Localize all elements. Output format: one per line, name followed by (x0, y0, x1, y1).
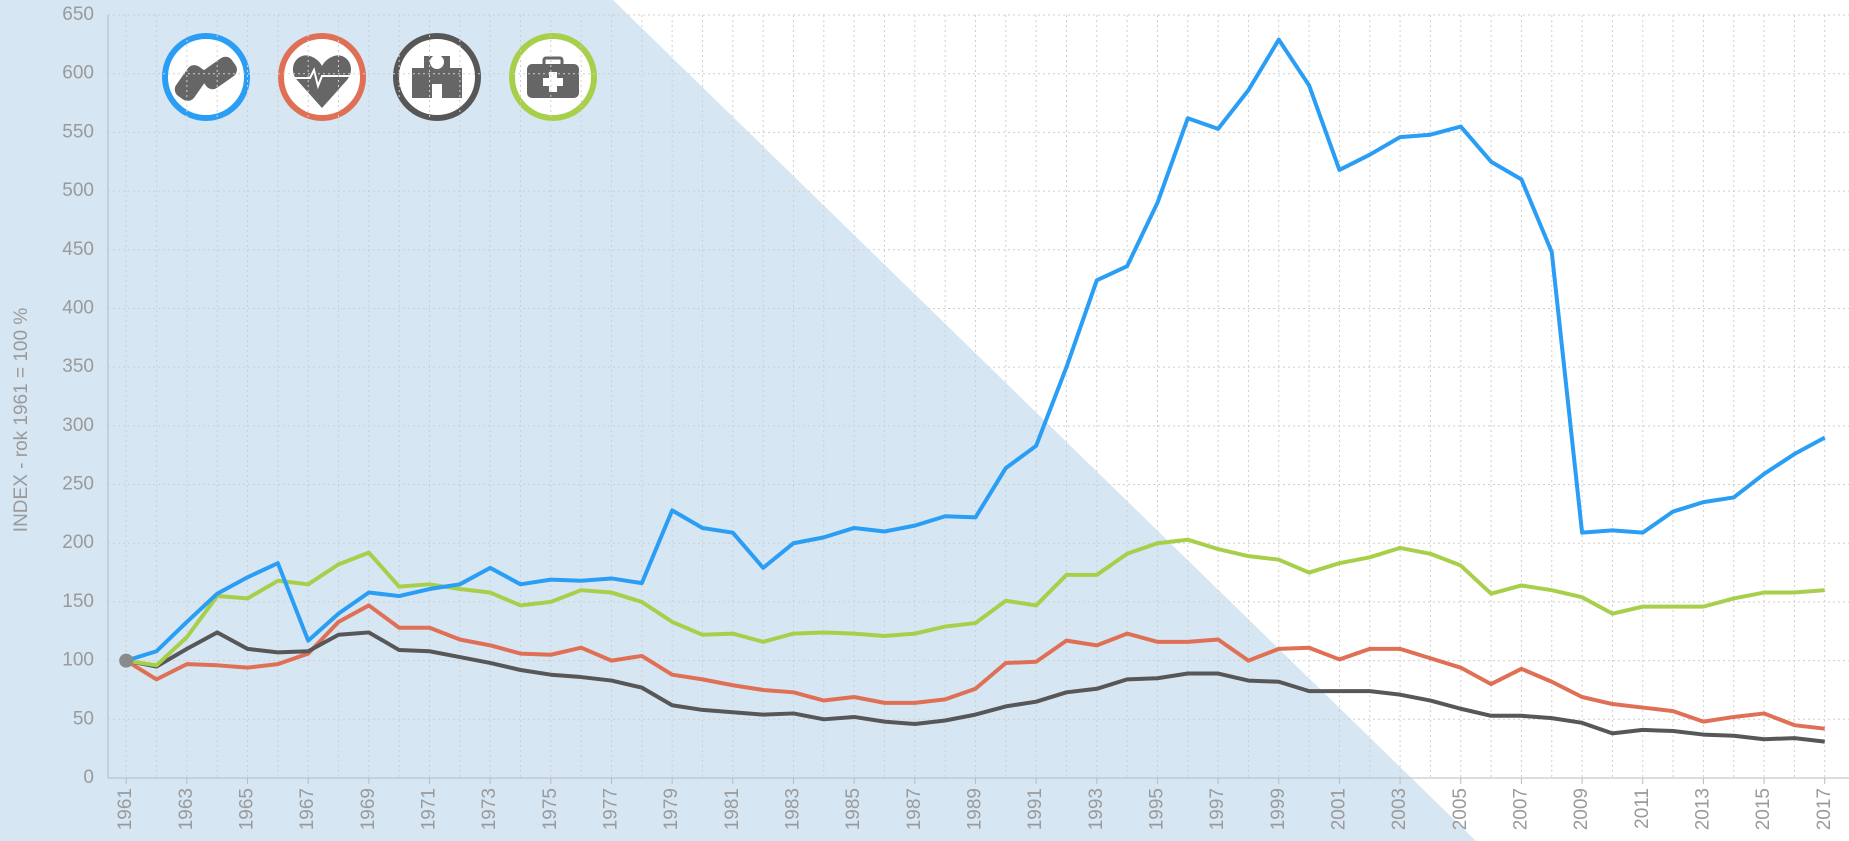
x-tick-label: 1997 (1207, 788, 1228, 830)
y-tick-label: 600 (62, 63, 94, 84)
x-tick-label: 1967 (297, 788, 318, 830)
y-tick-label: 0 (83, 767, 94, 788)
x-tick-label: 2003 (1389, 788, 1410, 830)
x-tick-label: 1989 (964, 788, 985, 830)
y-tick-label: 350 (62, 356, 94, 377)
x-tick-label: 1971 (419, 788, 440, 830)
series-line (125, 37, 1826, 663)
x-tick-label: 2001 (1328, 788, 1349, 830)
x-tick-label: 1965 (237, 788, 258, 830)
x-tick-label: 1979 (661, 788, 682, 830)
start-point (119, 653, 134, 668)
x-tick-label: 1975 (540, 788, 561, 830)
x-tick-label: 1983 (782, 788, 803, 830)
y-tick-label: 500 (62, 180, 94, 201)
x-tick-label: 1961 (115, 788, 136, 830)
x-tick-label: 1969 (358, 788, 379, 830)
x-tick-label: 1977 (601, 788, 622, 830)
y-tick-label: 250 (62, 474, 94, 495)
x-tick-label: 1973 (479, 788, 500, 830)
x-tick-label: 1991 (1025, 788, 1046, 830)
x-tick-label: 1999 (1268, 788, 1289, 830)
x-tick-label: 2007 (1510, 788, 1531, 830)
x-tick-label: 2015 (1753, 788, 1774, 830)
x-tick-label: 2011 (1632, 788, 1653, 829)
y-tick-label: 450 (62, 239, 94, 260)
y-tick-label: 550 (62, 121, 94, 142)
x-tick-label: 2005 (1450, 788, 1471, 830)
y-tick-label: 100 (62, 650, 94, 671)
series-line (125, 603, 1825, 731)
y-tick-label: 200 (62, 532, 94, 553)
y-axis-label: INDEX - rok 1961 = 100 % (11, 308, 32, 533)
icons (162, 33, 597, 121)
x-tick-label: 2009 (1571, 788, 1592, 830)
y-tick-label: 650 (62, 4, 94, 25)
x-tick-label: 1993 (1086, 788, 1107, 830)
x-tick-label: 1995 (1146, 788, 1167, 830)
x-tick-label: 1987 (904, 788, 925, 830)
y-tick-label: 50 (73, 708, 94, 729)
background-triangle (0, 0, 1476, 841)
x-tick-label: 1963 (176, 788, 197, 830)
y-tick-label: 150 (62, 591, 94, 612)
x-tick-label: 2017 (1814, 788, 1835, 830)
y-tick-label: 300 (62, 415, 94, 436)
series-line (125, 630, 1825, 744)
y-tick-label: 400 (62, 297, 94, 318)
x-tick-label: 1985 (843, 788, 864, 830)
x-tick-label: 1981 (722, 788, 743, 830)
series-line (125, 537, 1825, 668)
x-tick-label: 2013 (1692, 788, 1713, 830)
